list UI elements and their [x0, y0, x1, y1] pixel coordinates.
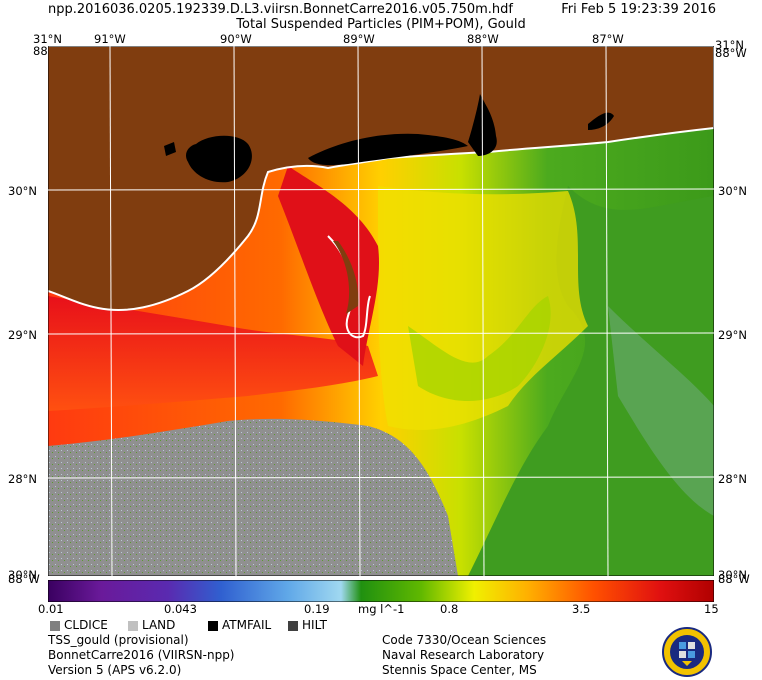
lat-label: 28°N [718, 472, 747, 486]
atmfail-patch [164, 142, 176, 156]
colorbar-label: 0.01 [38, 602, 64, 616]
lat-label: 29°N [8, 328, 37, 342]
colorbar-label: 15 [704, 602, 719, 616]
mississippi-sound [308, 133, 468, 166]
colorbar-label: 3.5 [572, 602, 591, 616]
colorbar-label: 0.8 [440, 602, 459, 616]
sediment-patch [608, 306, 714, 516]
legend-swatch-cldice [50, 621, 60, 631]
gridline-lon [481, 46, 485, 576]
colorbar-gradient [48, 580, 714, 602]
colorbar-label: 0.043 [164, 602, 197, 616]
nrl-logo [662, 627, 712, 677]
lat-label: 30°N [8, 184, 37, 198]
legend-label: CLDICE [64, 618, 108, 632]
clear-water [468, 186, 714, 576]
info-line: Naval Research Laboratory [382, 648, 545, 662]
lat-label: 28°N [8, 472, 37, 486]
gridline-lat [48, 332, 714, 335]
lon-label: 90°W [220, 32, 252, 46]
cloud-region [48, 418, 458, 576]
datetime: Fri Feb 5 19:23:39 2016 [561, 2, 716, 17]
lon-label: 89°W [343, 32, 375, 46]
product-title: Total Suspended Particles (PIM+POM), Gou… [236, 17, 526, 32]
legend-swatch-land [128, 621, 138, 631]
pensacola-bay [588, 112, 614, 130]
corner-lat-top-left: 31°N [33, 32, 62, 46]
legend-swatch-hilt [288, 621, 298, 631]
delta-land [333, 241, 359, 314]
gridline-lat [48, 188, 714, 191]
info-line: Stennis Space Center, MS [382, 663, 537, 677]
corner-lat-top-right: 31°N [715, 38, 744, 52]
corner-lat-bottom-right: 30°N [718, 568, 747, 582]
colorbar [48, 580, 714, 602]
tss-map [48, 46, 714, 576]
nearshore-turbid [48, 296, 378, 411]
corner-lat-bottom-left: 30°N [8, 568, 37, 582]
gridline-lon [233, 46, 237, 576]
plume-lightgreen [408, 296, 551, 401]
corner-lon-top-right: 88°W [715, 46, 747, 60]
info-line: Code 7330/Ocean Sciences [382, 633, 547, 647]
lat-label: 29°N [718, 328, 747, 342]
graticule [48, 46, 714, 576]
gridline-lon [357, 46, 361, 576]
legend-label: ATMFAIL [222, 618, 272, 632]
corner-lon-bottom-left: 88°W [8, 572, 40, 586]
info-line: BonnetCarre2016 (VIIRSN-npp) [48, 648, 235, 662]
land-area [48, 46, 714, 311]
filename: npp.2016036.0205.192339.D.L3.viirsn.Bonn… [48, 2, 513, 17]
gridline-lon [109, 46, 113, 576]
legend-swatch-atmfail [208, 621, 218, 631]
gridline-lon [605, 46, 609, 576]
corner-lon-bottom-right: 88°W [718, 572, 750, 586]
coastline [48, 46, 714, 311]
colorbar-units: mg l^-1 [358, 602, 405, 616]
lat-label: 30°N [718, 184, 747, 198]
legend-label: HILT [302, 618, 327, 632]
lon-label: 91°W [94, 32, 126, 46]
info-line: Version 5 (APS v6.2.0) [48, 663, 182, 677]
mississippi-plume [278, 166, 380, 366]
lake-pontchartrain [185, 135, 252, 183]
lon-label: 88°W [467, 32, 499, 46]
legend-label: LAND [142, 618, 176, 632]
colorbar-label: 0.19 [304, 602, 330, 616]
gridline-lat [48, 476, 714, 479]
info-line: TSS_gould (provisional) [48, 633, 189, 647]
lon-label: 87°W [592, 32, 624, 46]
